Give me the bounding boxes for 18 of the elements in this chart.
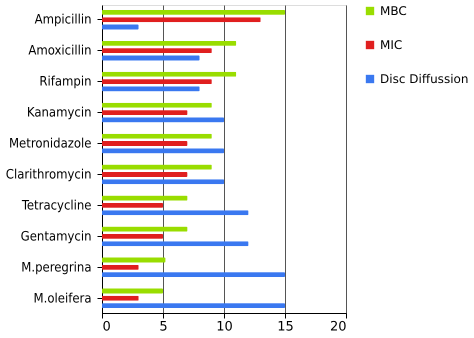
y-tick-label: M.oleifera: [34, 291, 92, 306]
x-tick-label: 10: [216, 320, 233, 334]
x-tick-label: 5: [159, 320, 168, 334]
x-tick-label: 15: [277, 320, 294, 334]
y-tick-label: Rifampin: [39, 74, 92, 90]
y-tick-label: Amoxicillin: [28, 44, 92, 59]
legend-label: Disc Diffussion: [380, 72, 468, 86]
y-tick-label: Gentamycin: [20, 229, 92, 244]
y-tick-label: Ampicillin: [34, 12, 92, 28]
legend-label: MIC: [380, 38, 402, 52]
y-tick-label: Tetracycline: [20, 198, 92, 214]
legend-label: MBC: [380, 4, 407, 18]
x-tick-label: 20: [330, 320, 346, 334]
y-tick-label: Kanamycin: [26, 106, 92, 121]
x-tick-label: 0: [102, 320, 111, 334]
y-tick-label: Metronidazole: [8, 136, 92, 152]
y-tick-label: M.peregrina: [21, 260, 92, 276]
y-tick-label: Clarithromycin: [6, 167, 92, 182]
